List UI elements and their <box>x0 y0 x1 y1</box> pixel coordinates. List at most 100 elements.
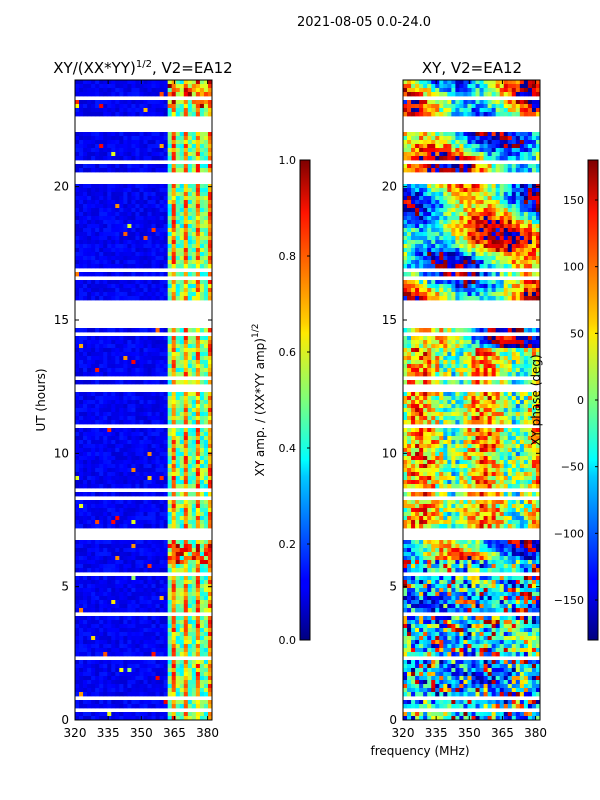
left-heatmap-cell <box>99 356 104 361</box>
right-heatmap-cell <box>443 100 448 105</box>
left-heatmap-cell <box>183 412 189 417</box>
left-heatmap-cell <box>175 212 181 217</box>
left-heatmap-cell <box>83 220 88 225</box>
right-heatmap-cell <box>491 152 497 157</box>
left-heatmap-cell <box>127 240 132 245</box>
left-heatmap-cell <box>87 228 92 233</box>
left-heatmap-cell <box>195 188 201 193</box>
right-heatmap-cell <box>403 144 408 149</box>
left-heatmap-cell <box>87 668 92 673</box>
left-heatmap-cell <box>179 404 185 409</box>
left-heatmap-cell <box>187 484 193 489</box>
left-heatmap-cell <box>103 456 108 461</box>
left-heatmap-cell <box>119 412 124 417</box>
left-heatmap-cell <box>119 132 124 137</box>
left-heatmap-cell <box>159 356 165 361</box>
left-heatmap-cell <box>103 352 108 357</box>
left-heatmap-cell <box>195 208 201 213</box>
left-heatmap-cell <box>87 512 92 517</box>
left-heatmap-cell <box>175 380 181 385</box>
right-heatmap-cell <box>459 104 464 109</box>
left-heatmap-cell <box>75 104 80 109</box>
right-heatmap-cell <box>475 100 480 105</box>
left-heatmap-cell <box>183 372 189 377</box>
left-heatmap-cell <box>123 652 128 657</box>
left-heatmap-cell <box>151 224 156 229</box>
left-heatmap-cell <box>155 684 161 689</box>
left-heatmap-cell <box>183 716 189 720</box>
left-heatmap-cell <box>95 296 100 301</box>
left-heatmap-cell <box>103 672 108 677</box>
left-heatmap-cell <box>175 140 181 145</box>
left-heatmap-cell <box>79 504 84 509</box>
right-heatmap-cell <box>519 136 525 141</box>
left-heatmap-cell <box>103 624 108 629</box>
left-heatmap-cell <box>139 364 144 369</box>
left-heatmap-cell <box>183 248 189 253</box>
right-heatmap-cell <box>499 108 505 113</box>
right-heatmap-cell <box>511 152 517 157</box>
left-heatmap-cell <box>183 668 189 673</box>
left-heatmap-cell <box>75 564 80 569</box>
left-heatmap-cell <box>175 396 181 401</box>
left-heatmap-cell <box>95 700 100 705</box>
left-heatmap-cell <box>95 564 100 569</box>
right-heatmap-cell <box>439 132 444 137</box>
left-heatmap-cell <box>115 168 120 173</box>
left-heatmap-cell <box>115 648 120 653</box>
right-heatmap-cell <box>535 84 540 89</box>
left-heatmap-cell <box>191 616 197 621</box>
left-heatmap-cell <box>107 396 112 401</box>
left-heatmap-cell <box>135 440 140 445</box>
left-heatmap-cell <box>127 448 132 453</box>
left-heatmap-cell <box>139 236 144 241</box>
left-heatmap-cell <box>195 460 201 465</box>
left-heatmap-cell <box>135 152 140 157</box>
left-heatmap-cell <box>79 140 84 145</box>
right-heatmap <box>403 80 540 720</box>
left-heatmap-cell <box>91 652 96 657</box>
left-heatmap-cell <box>179 412 185 417</box>
left-heatmap-cell <box>155 212 161 217</box>
left-heatmap-cell <box>99 560 104 565</box>
left-heatmap-cell <box>103 344 108 349</box>
right-heatmap-cell <box>463 92 468 97</box>
left-heatmap-cell <box>111 504 116 509</box>
left-heatmap-cell <box>171 328 177 333</box>
left-heatmap-cell <box>151 168 156 173</box>
left-heatmap-cell <box>91 148 96 153</box>
right-heatmap-cell <box>451 136 456 141</box>
left-heatmap-cell <box>151 232 156 237</box>
left-heatmap-cell <box>191 672 197 677</box>
left-heatmap-cell <box>83 192 88 197</box>
left-heatmap-cell <box>107 232 112 237</box>
right-heatmap-cell <box>451 108 456 113</box>
left-heatmap-cell <box>195 716 201 720</box>
left-heatmap-cell <box>111 328 116 333</box>
left-heatmap-cell <box>155 272 161 277</box>
left-heatmap-cell <box>191 368 197 373</box>
left-heatmap-cell <box>143 220 148 225</box>
left-heatmap-cell <box>91 700 96 705</box>
left-heatmap-cell <box>143 152 148 157</box>
left-heatmap-cell <box>183 460 189 465</box>
right-heatmap-cell <box>499 92 505 97</box>
left-heatmap-cell <box>135 188 140 193</box>
left-heatmap-cell <box>163 104 169 109</box>
left-heatmap-cell <box>135 168 140 173</box>
left-heatmap-cell <box>167 236 173 241</box>
left-heatmap-cell <box>115 560 120 565</box>
left-heatmap-cell <box>167 592 173 597</box>
left-heatmap-cell <box>175 592 181 597</box>
left-heatmap-row <box>75 404 212 409</box>
left-colorbar-ticks: 0.00.20.40.60.81.0 <box>279 154 310 647</box>
left-heatmap-cell <box>103 428 108 433</box>
left-heatmap-cell <box>79 600 84 605</box>
left-heatmap-cell <box>83 224 88 229</box>
right-heatmap-cell <box>475 148 480 153</box>
left-heatmap-cell <box>83 336 88 341</box>
left-heatmap-cell <box>87 520 92 525</box>
left-heatmap-cell <box>171 420 177 425</box>
right-heatmap-cell <box>447 140 452 145</box>
left-heatmap-cell <box>151 244 156 249</box>
